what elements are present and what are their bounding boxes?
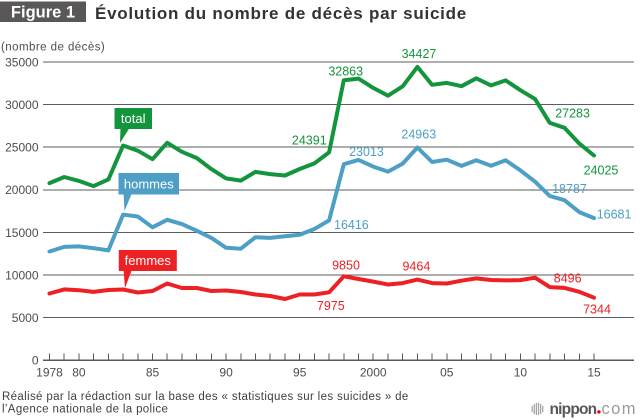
svg-text:1978: 1978 xyxy=(36,366,63,380)
svg-text:Évolution du nombre de décès p: Évolution du nombre de décès par suicide xyxy=(95,4,467,23)
svg-text:com: com xyxy=(602,400,637,418)
svg-text:34427: 34427 xyxy=(402,47,437,61)
svg-text:9850: 9850 xyxy=(332,258,360,272)
svg-text:24025: 24025 xyxy=(584,163,619,177)
svg-text:total: total xyxy=(121,111,146,126)
svg-text:27283: 27283 xyxy=(555,107,590,121)
svg-text:85: 85 xyxy=(146,366,160,380)
svg-text:Figure 1: Figure 1 xyxy=(11,4,75,22)
svg-text:10: 10 xyxy=(514,366,528,380)
svg-text:femmes: femmes xyxy=(125,253,172,268)
svg-text:23013: 23013 xyxy=(349,145,384,159)
svg-text:15: 15 xyxy=(587,366,601,380)
svg-text:24963: 24963 xyxy=(401,127,436,141)
svg-text:20000: 20000 xyxy=(5,183,39,197)
svg-text:7344: 7344 xyxy=(583,303,611,317)
svg-text:05: 05 xyxy=(440,366,454,380)
svg-text:24391: 24391 xyxy=(292,134,327,148)
svg-text:l’Agence nationale de la polic: l’Agence nationale de la police xyxy=(2,403,168,415)
svg-text:16681: 16681 xyxy=(597,207,632,221)
svg-text:10000: 10000 xyxy=(5,268,39,282)
svg-text:5000: 5000 xyxy=(12,311,39,325)
svg-text:7975: 7975 xyxy=(317,299,345,313)
svg-text:2000: 2000 xyxy=(360,366,387,380)
svg-text:95: 95 xyxy=(293,366,307,380)
svg-text:30000: 30000 xyxy=(5,98,39,112)
svg-text:8496: 8496 xyxy=(554,272,582,286)
svg-text:35000: 35000 xyxy=(5,55,39,69)
svg-text:25000: 25000 xyxy=(5,141,39,155)
svg-text:16416: 16416 xyxy=(334,218,369,232)
svg-text:15000: 15000 xyxy=(5,226,39,240)
svg-text:hommes: hommes xyxy=(124,176,174,191)
svg-text:Réalisé par la rédaction sur l: Réalisé par la rédaction sur la base des… xyxy=(2,391,409,403)
svg-text:9464: 9464 xyxy=(402,260,430,274)
svg-text:nippon: nippon xyxy=(550,401,597,418)
svg-text:18787: 18787 xyxy=(552,182,587,196)
svg-text:0: 0 xyxy=(32,354,39,368)
svg-text:90: 90 xyxy=(219,366,233,380)
svg-text:(nombre de décès): (nombre de décès) xyxy=(1,42,105,54)
svg-text:32863: 32863 xyxy=(328,65,363,79)
svg-text:80: 80 xyxy=(72,366,86,380)
